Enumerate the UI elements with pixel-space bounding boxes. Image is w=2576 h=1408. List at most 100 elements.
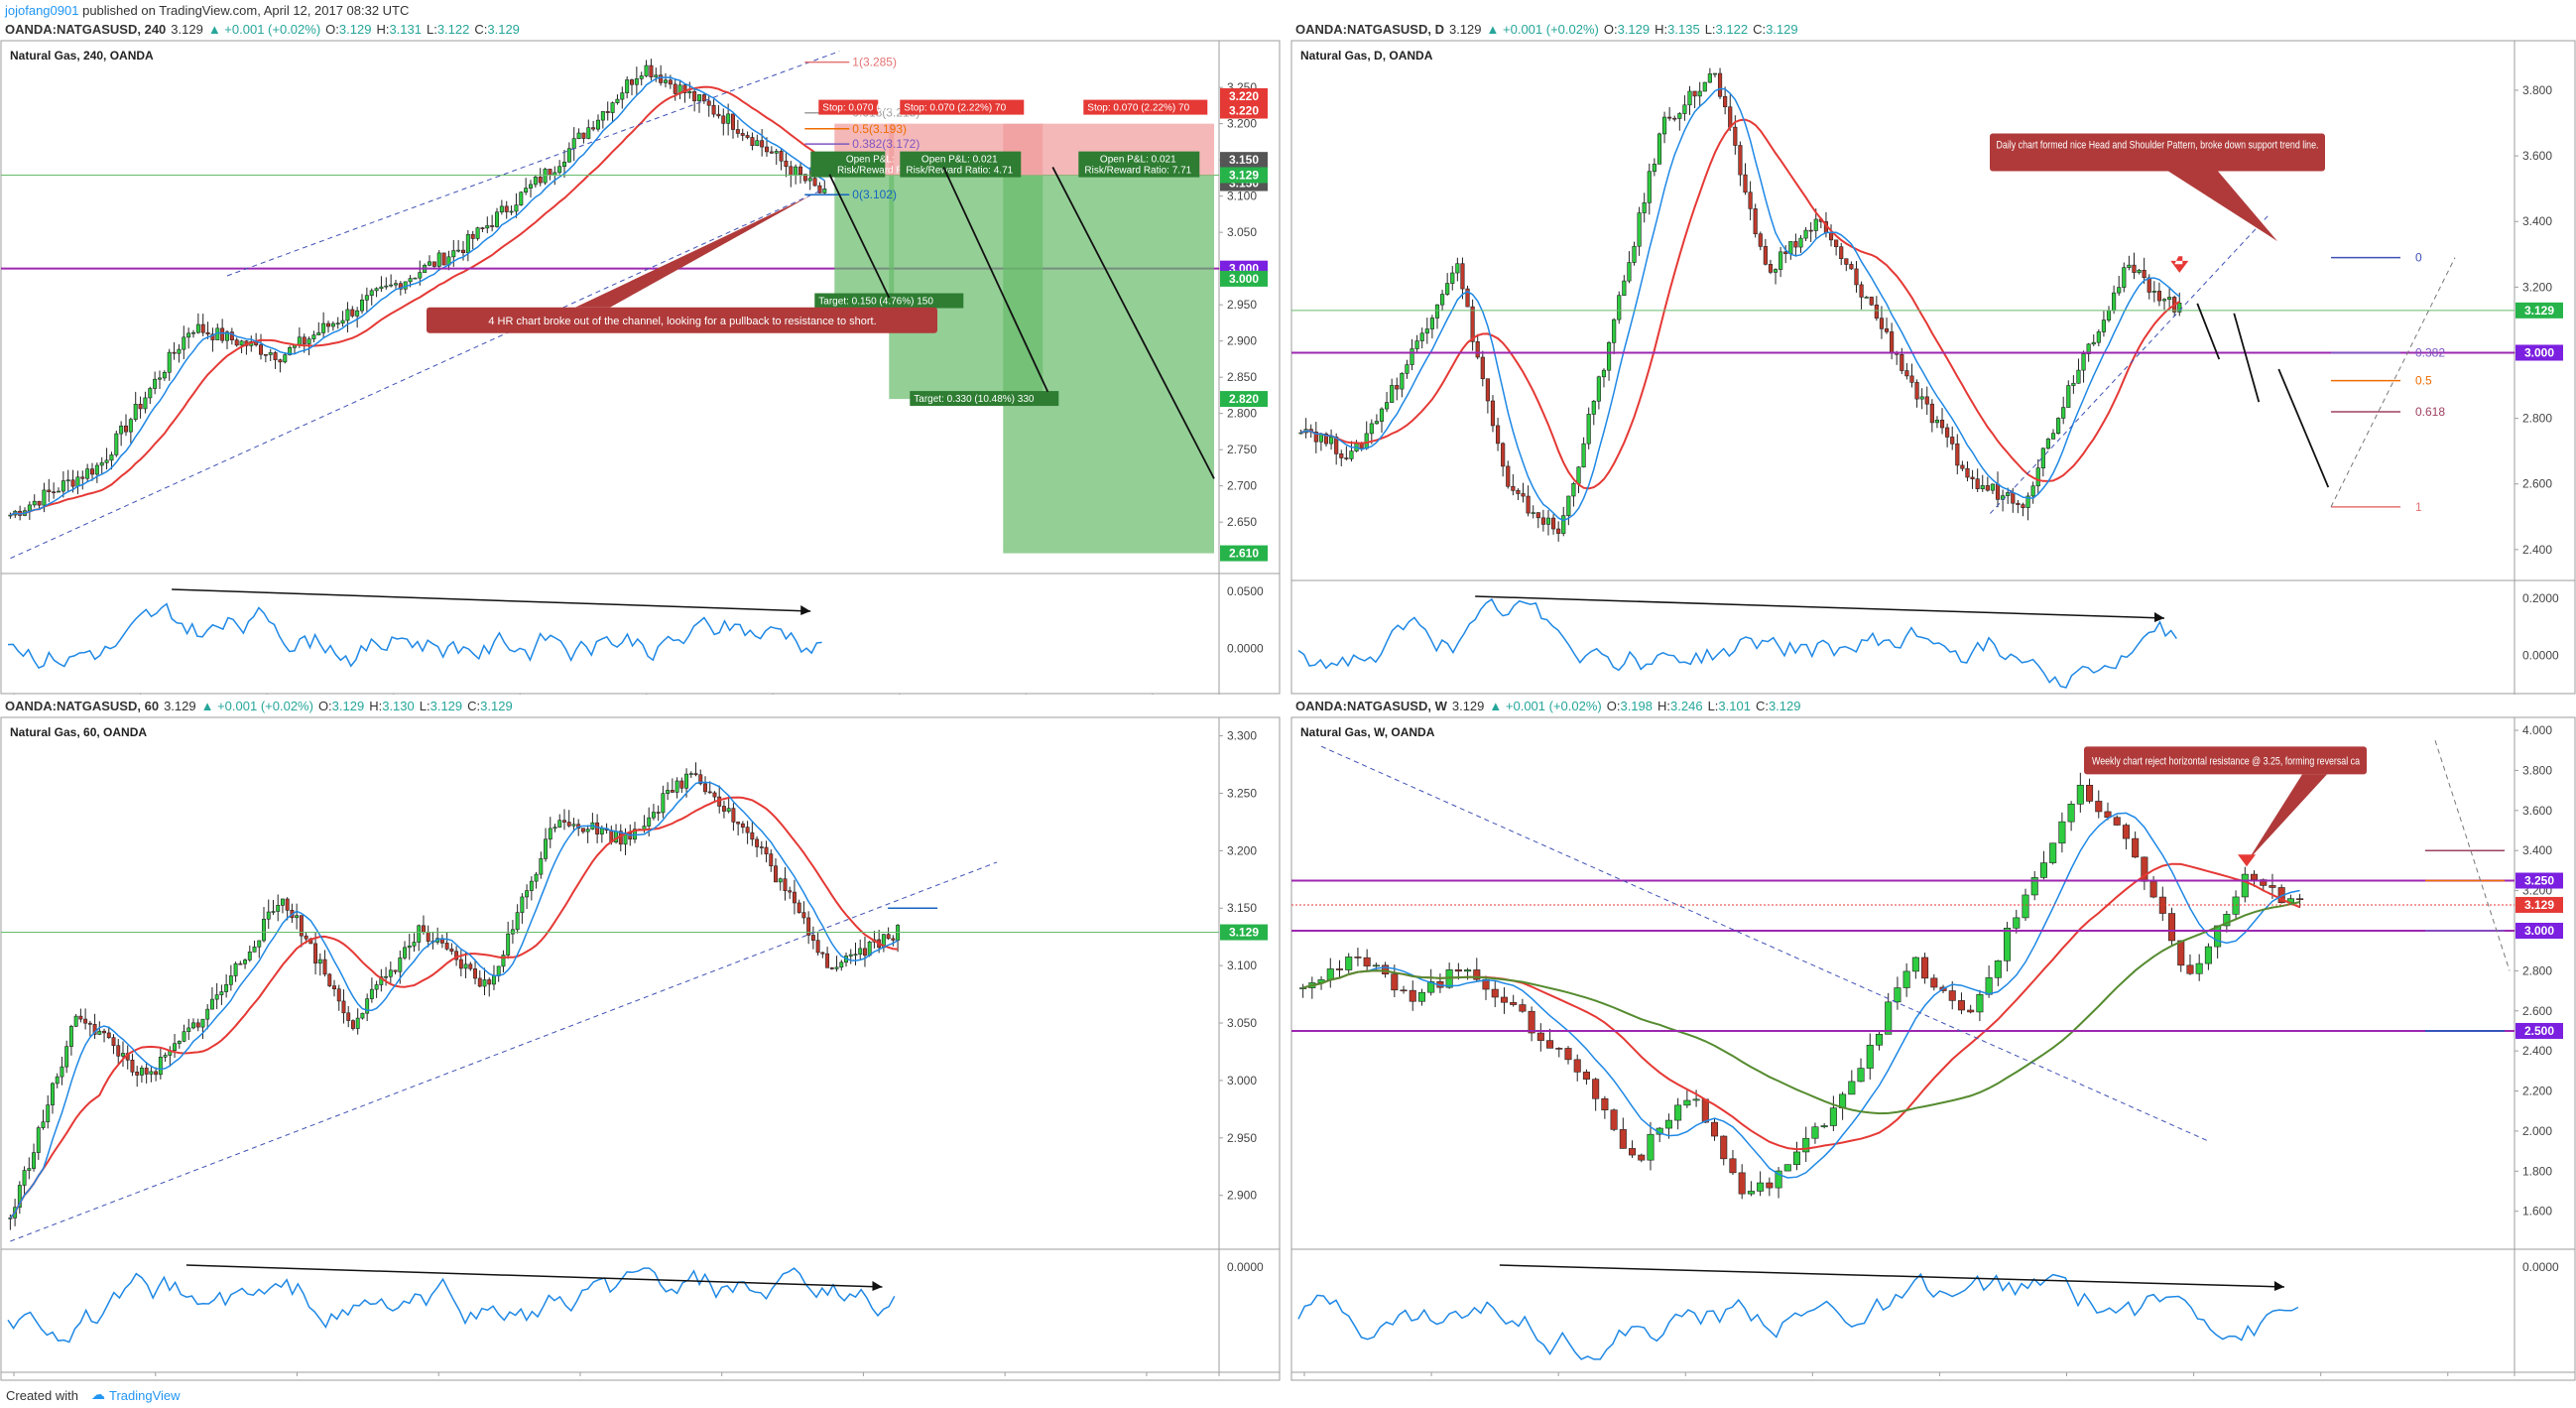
- candle: [1556, 521, 1561, 542]
- candle: [394, 279, 399, 289]
- candle-up: [519, 192, 524, 205]
- candle: [745, 821, 750, 844]
- chart-svg[interactable]: 3.2503.2003.1503.1003.0503.0002.9502.900…: [0, 40, 1281, 695]
- candle: [538, 168, 543, 187]
- candle: [533, 175, 538, 189]
- candle: [487, 977, 492, 997]
- candle-down: [1564, 1048, 1572, 1061]
- candle: [2132, 252, 2137, 280]
- candle: [615, 94, 620, 105]
- candle-up: [143, 397, 148, 410]
- candle-up: [2061, 407, 2066, 419]
- candle-up: [365, 998, 370, 1014]
- candle: [1582, 1069, 1590, 1086]
- candle-down: [52, 491, 57, 494]
- close-label: C:: [1755, 699, 1769, 713]
- candle: [506, 921, 511, 960]
- candle-up: [1783, 1164, 1791, 1172]
- chart-panel-p3[interactable]: OANDA:NATGASUSD, 60 3.129 ▲ +0.001 (+0.02%…: [0, 699, 1281, 1381]
- candle: [1758, 231, 1763, 251]
- candle-up: [17, 1185, 22, 1209]
- candle: [1395, 377, 1400, 401]
- candle: [130, 1053, 135, 1077]
- moving-average-long: [1302, 901, 2300, 1115]
- candle-down: [769, 853, 774, 867]
- candle: [32, 494, 37, 508]
- down-arrow-icon: [2238, 854, 2256, 867]
- author-link[interactable]: jojofang0901: [5, 3, 79, 18]
- support-trendline: [10, 861, 998, 1242]
- target-label-bg: [814, 293, 964, 309]
- candle-down: [591, 127, 596, 130]
- candle-up: [186, 1027, 191, 1032]
- candle: [750, 132, 755, 151]
- projection-arrow: [2277, 368, 2330, 488]
- candle-down: [468, 963, 473, 969]
- candle-down: [668, 79, 673, 85]
- candle-down: [473, 968, 477, 979]
- candle-down: [769, 151, 774, 154]
- tradingview-logo-icon[interactable]: ☁: [91, 1386, 105, 1402]
- candle-down: [1738, 1172, 1746, 1195]
- candle: [1329, 429, 1334, 450]
- candle-down: [172, 351, 177, 354]
- candle: [412, 933, 417, 953]
- candle-down: [1667, 116, 1672, 119]
- y-tick-label: 1.800: [2522, 1164, 2552, 1178]
- y-tick-label: 2.900: [1227, 1189, 1257, 1203]
- candle-down: [649, 64, 654, 77]
- chart-svg[interactable]: 3.800 3.600 3.400 3.200 3.000 2.800 2.600 2.400…: [1290, 40, 2576, 695]
- candle-up: [1902, 970, 1910, 988]
- candle-down: [299, 915, 304, 937]
- candle-down: [1844, 258, 1849, 265]
- candle: [661, 785, 666, 819]
- candle-down: [682, 84, 687, 93]
- candle-down: [205, 331, 210, 335]
- candle: [514, 192, 519, 218]
- candle: [1354, 948, 1362, 966]
- candle: [1638, 1153, 1646, 1163]
- y-tick-label: 2.200: [2522, 1085, 2552, 1098]
- candle-up: [57, 490, 61, 493]
- candle: [557, 160, 562, 175]
- candle-up: [506, 933, 511, 956]
- candle: [2156, 282, 2161, 307]
- fib-level-label: 1(3.285): [852, 56, 897, 69]
- candle: [1313, 422, 1318, 453]
- tradingview-brand[interactable]: TradingView: [109, 1388, 181, 1403]
- candle: [2049, 842, 2057, 865]
- candle-down: [2086, 784, 2094, 802]
- candle-down: [220, 327, 225, 341]
- candle-up: [647, 817, 652, 827]
- chart-svg[interactable]: 4.0003.8003.6003.4003.2003.0002.8002.600…: [1290, 716, 2576, 1381]
- candle-down: [792, 891, 797, 904]
- candle-up: [1894, 987, 1901, 1003]
- chart-panel-p2[interactable]: OANDA:NATGASUSD, D 3.129 ▲ +0.001 (+0.02%)…: [1290, 22, 2576, 695]
- candle-up: [1369, 423, 1374, 435]
- chart-panel-p1[interactable]: OANDA:NATGASUSD, 240 3.129 ▲ +0.001 (+0.02…: [0, 22, 1281, 695]
- candle: [1902, 962, 1910, 997]
- candle-up: [1976, 993, 1984, 1013]
- price-tag-label: 3.220: [1229, 104, 1259, 118]
- callout-pointer: [575, 195, 810, 308]
- candle-down: [1363, 957, 1371, 966]
- open-label: O:: [325, 22, 339, 37]
- chart-svg[interactable]: 3.300 3.250 3.200 3.150 3.100 3.050 3.000 2.950…: [0, 716, 1281, 1381]
- candle: [839, 960, 844, 971]
- y-tick-label: 3.150: [1227, 901, 1257, 915]
- candle: [2132, 832, 2140, 858]
- candle-up: [1586, 414, 1591, 445]
- candle: [711, 99, 716, 118]
- candle: [407, 933, 412, 960]
- stop-label-text: Stop: 0.070 (2.22%) 70: [1087, 103, 1189, 114]
- chart-panel-p4[interactable]: OANDA:NATGASUSD, W 3.129 ▲ +0.001 (+0.02%)…: [1290, 699, 2576, 1381]
- candle: [436, 250, 441, 271]
- candle-down: [1924, 396, 1929, 405]
- candle: [1344, 446, 1349, 461]
- candle: [205, 1003, 210, 1030]
- candle: [1455, 257, 1460, 282]
- candle-up: [182, 1031, 186, 1042]
- candle: [316, 321, 321, 336]
- candle-down: [1793, 241, 1798, 248]
- pnl-label-line2: Risk/Reward R: [837, 166, 904, 177]
